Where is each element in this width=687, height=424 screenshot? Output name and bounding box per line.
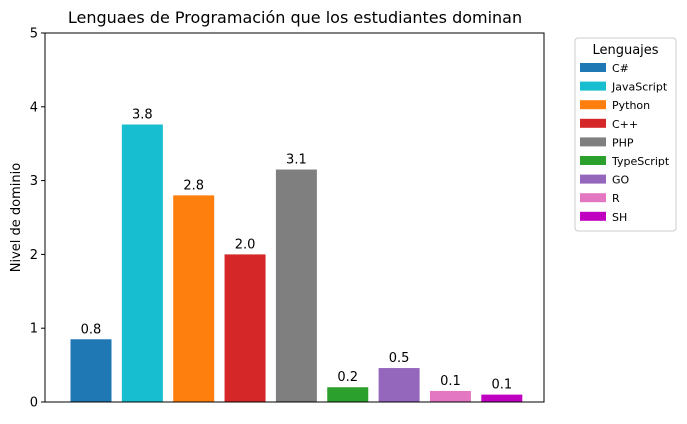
- bar-value-label: 3.8: [132, 108, 153, 123]
- y-axis: 0 1 2 3 4 5: [30, 27, 45, 411]
- legend-swatch: [580, 100, 606, 110]
- bar-php: [275, 169, 317, 402]
- bar-sh: [481, 394, 523, 402]
- y-tick-label: 2: [30, 248, 38, 263]
- bar-c-: [70, 339, 112, 402]
- legend-swatch: [580, 193, 606, 203]
- y-tick-label: 5: [30, 27, 38, 42]
- y-tick-label: 1: [30, 322, 38, 337]
- legend-swatch: [580, 63, 606, 72]
- legend-label: R: [612, 192, 620, 205]
- y-tick-label: 0: [30, 396, 38, 411]
- legend-label: C#: [612, 62, 629, 75]
- bar-value-label: 2.0: [235, 237, 256, 252]
- bar-value-label: 0.8: [81, 322, 102, 337]
- legend: Lenguajes C# JavaScript Python C++ PHP TypeSc…: [574, 37, 677, 232]
- legend-swatch: [580, 137, 606, 147]
- bar-value-label: 0.1: [440, 374, 461, 389]
- y-axis-label: Nivel de dominio: [9, 163, 24, 272]
- plot-frame: [44, 32, 545, 403]
- legend-label: SH: [612, 211, 627, 224]
- bar-typescript: [327, 387, 369, 402]
- plot-area: 0.8 3.8 2.8 2.0 3.1 0.2 0.5 0.1 0.1: [70, 108, 523, 403]
- legend-title: Lenguajes: [592, 43, 658, 58]
- legend-label: Python: [612, 99, 650, 112]
- bar-go: [378, 368, 420, 402]
- bar-value-label: 0.5: [389, 351, 410, 366]
- legend-swatch: [580, 118, 606, 128]
- bar-python: [173, 195, 215, 402]
- bar-value-label: 0.1: [491, 378, 512, 393]
- bar-javascript: [121, 124, 163, 403]
- legend-items: C# JavaScript Python C++ PHP TypeScript GO R SH: [580, 62, 670, 224]
- legend-label: JavaScript: [611, 81, 668, 94]
- bar-r: [429, 390, 471, 402]
- legend-label: C++: [612, 118, 638, 131]
- bar-value-label: 2.8: [183, 178, 204, 193]
- legend-label: GO: [612, 174, 630, 187]
- bar-value-label: 3.1: [286, 153, 307, 168]
- chart-title: Lenguaes de Programación que los estudia…: [68, 8, 522, 27]
- legend-label: TypeScript: [611, 155, 670, 168]
- legend-swatch: [580, 174, 606, 184]
- y-tick-label: 4: [30, 100, 38, 115]
- legend-swatch: [580, 211, 606, 221]
- y-tick-label: 3: [30, 174, 38, 189]
- legend-swatch: [580, 81, 606, 91]
- bar-value-label: 0.2: [337, 370, 358, 385]
- bar-c-: [224, 254, 266, 402]
- legend-label: PHP: [612, 136, 634, 149]
- legend-swatch: [580, 156, 606, 165]
